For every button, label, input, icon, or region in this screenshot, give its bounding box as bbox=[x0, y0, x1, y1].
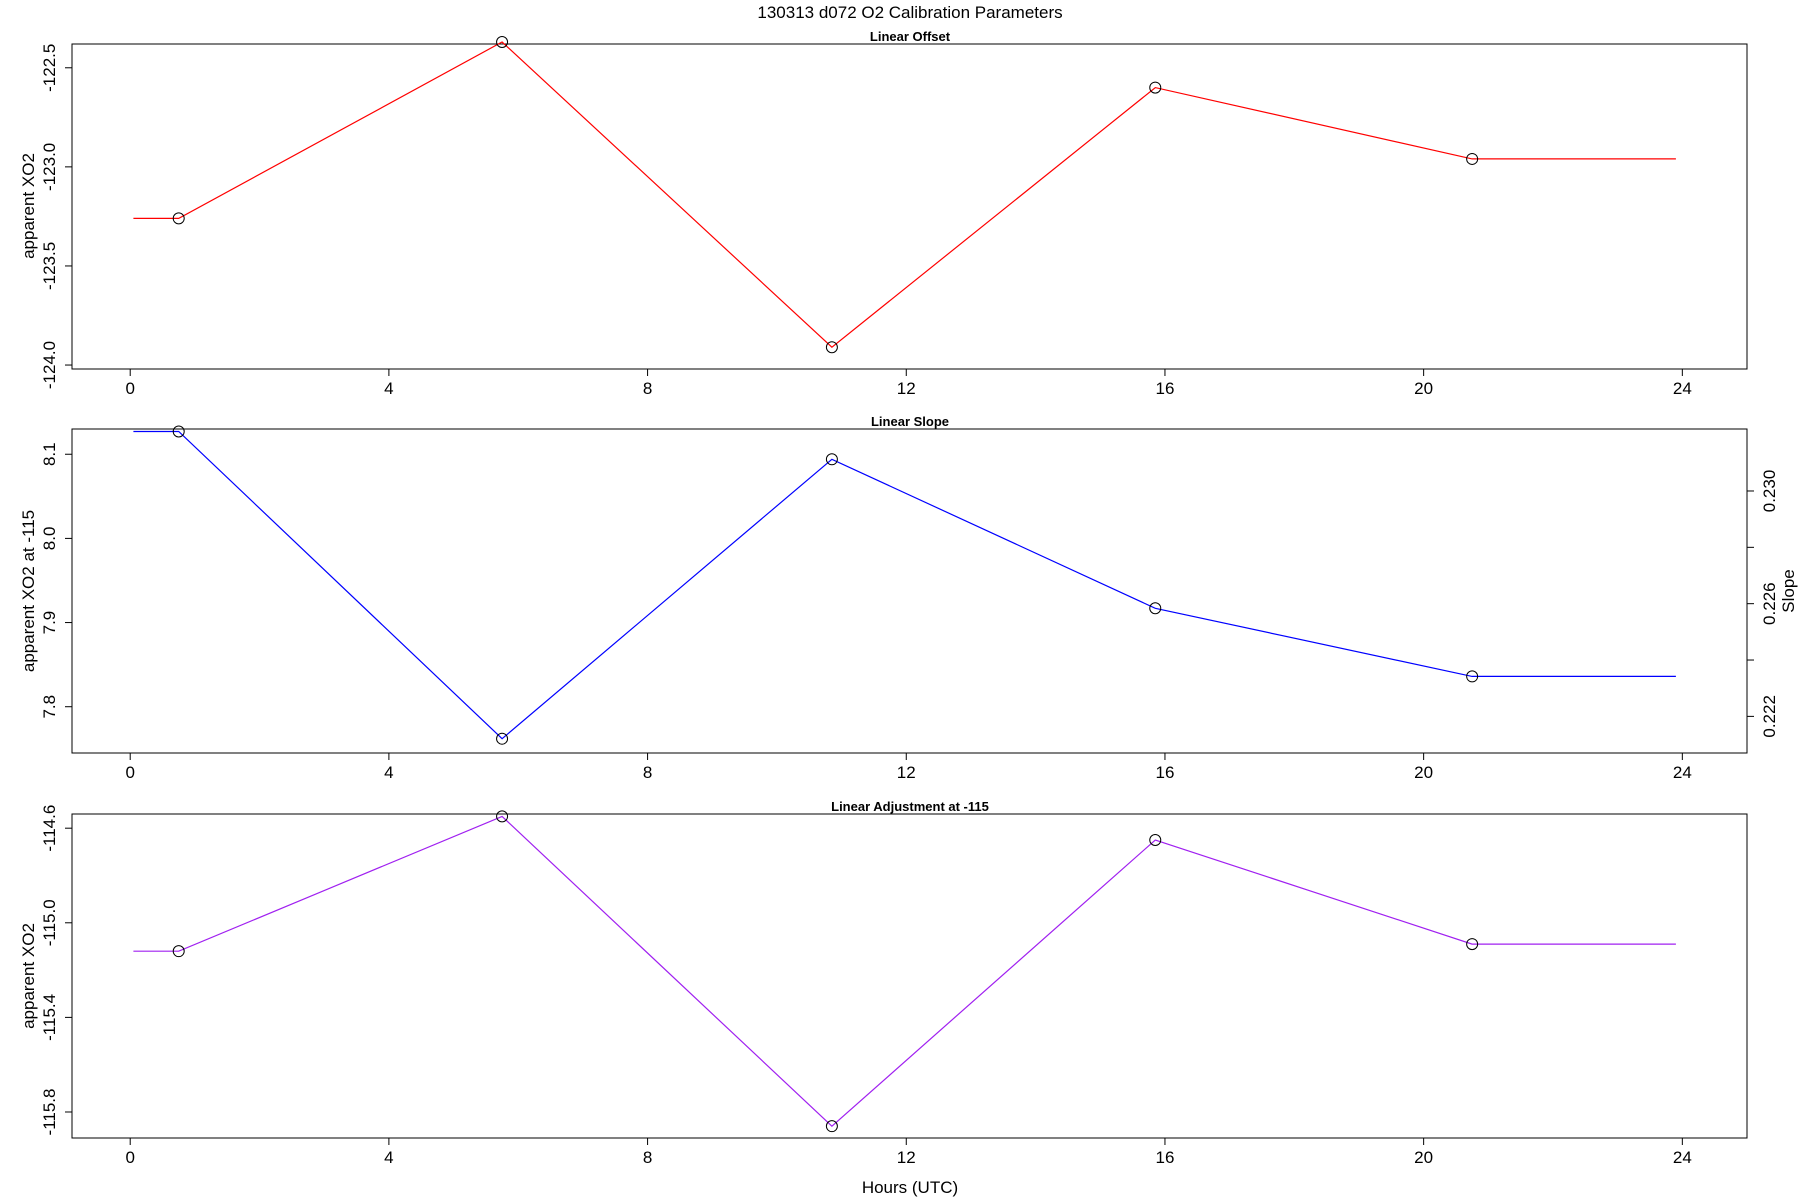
x-tick-label: 16 bbox=[1155, 1148, 1174, 1167]
plot-frame bbox=[71, 813, 1748, 1139]
data-point bbox=[496, 810, 509, 823]
data-point bbox=[1466, 670, 1479, 683]
x-tick-label: 0 bbox=[125, 379, 134, 398]
y2-tick-label: 0.230 bbox=[1760, 470, 1779, 513]
x-tick-label: 8 bbox=[643, 763, 652, 782]
data-point bbox=[1466, 938, 1479, 951]
x-tick-label: 24 bbox=[1673, 379, 1692, 398]
x-tick-label: 4 bbox=[384, 1148, 393, 1167]
data-point bbox=[825, 453, 838, 466]
y-tick-label: -122.5 bbox=[40, 44, 59, 92]
data-point bbox=[825, 1120, 838, 1133]
x-tick-label: 24 bbox=[1673, 763, 1692, 782]
y2-axis-label: Slope bbox=[1779, 569, 1798, 612]
figure-title: 130313 d072 O2 Calibration Parameters bbox=[757, 3, 1062, 22]
x-tick-label: 12 bbox=[897, 763, 916, 782]
y-tick-label: -123.0 bbox=[40, 143, 59, 191]
data-point bbox=[825, 341, 838, 354]
x-tick-label: 20 bbox=[1414, 1148, 1433, 1167]
y-tick-label: 7.9 bbox=[40, 611, 59, 635]
y-tick-label: 7.8 bbox=[40, 695, 59, 719]
series-line bbox=[133, 430, 1676, 740]
panel-title: Linear Offset bbox=[870, 29, 951, 44]
data-point bbox=[1149, 602, 1162, 615]
x-tick-label: 0 bbox=[125, 1148, 134, 1167]
data-point bbox=[172, 212, 185, 225]
panel-title: Linear Slope bbox=[871, 414, 949, 429]
plot-frame bbox=[71, 428, 1748, 754]
y-tick-label: -114.6 bbox=[40, 805, 59, 852]
x-tick-label: 24 bbox=[1673, 1148, 1692, 1167]
y-axis-label: apparent XO2 bbox=[19, 153, 38, 259]
x-tick-label: 16 bbox=[1155, 763, 1174, 782]
x-tick-label: 0 bbox=[125, 763, 134, 782]
y-axis-label: apparent XO2 at -115 bbox=[19, 510, 38, 672]
series-line bbox=[133, 815, 1676, 1128]
data-point bbox=[496, 36, 509, 49]
data-point bbox=[1466, 152, 1479, 165]
y-tick-label: 8.1 bbox=[40, 442, 59, 466]
panel-title: Linear Adjustment at -115 bbox=[831, 799, 989, 814]
x-axis-label: Hours (UTC) bbox=[862, 1178, 958, 1197]
data-point bbox=[496, 732, 509, 745]
x-tick-label: 12 bbox=[897, 379, 916, 398]
x-tick-label: 4 bbox=[384, 379, 393, 398]
y-tick-label: -115.8 bbox=[40, 1089, 59, 1136]
data-point bbox=[1149, 834, 1162, 847]
linear-slope-panel: Linear Slope apparent XO2 at -115 Slope … bbox=[19, 414, 1798, 782]
data-point bbox=[172, 945, 185, 958]
series-line bbox=[133, 41, 1676, 348]
y2-tick-label: 0.226 bbox=[1760, 582, 1779, 625]
x-tick-label: 8 bbox=[643, 379, 652, 398]
x-tick-label: 12 bbox=[897, 1148, 916, 1167]
x-tick-label: 4 bbox=[384, 763, 393, 782]
y2-tick-label: 0.222 bbox=[1760, 695, 1779, 738]
plot-frame bbox=[71, 43, 1748, 370]
data-point bbox=[172, 425, 185, 438]
data-point bbox=[1149, 81, 1162, 94]
x-tick-label: 16 bbox=[1155, 379, 1174, 398]
x-tick-label: 20 bbox=[1414, 763, 1433, 782]
y-tick-label: -123.5 bbox=[40, 242, 59, 290]
x-tick-label: 20 bbox=[1414, 379, 1433, 398]
y-tick-label: 8.0 bbox=[40, 527, 59, 551]
y-tick-label: -115.0 bbox=[40, 899, 59, 946]
linear-adjustment-panel: Linear Adjustment at -115 apparent XO2 H… bbox=[19, 799, 1748, 1197]
y-axis-label: apparent XO2 bbox=[19, 923, 38, 1029]
y-tick-label: -124.0 bbox=[40, 341, 59, 389]
x-tick-label: 8 bbox=[643, 1148, 652, 1167]
linear-offset-panel: Linear Offset apparent XO2 0 4 8 12 16 20 24 -1… bbox=[19, 29, 1748, 398]
y-tick-label: -115.4 bbox=[40, 994, 59, 1041]
